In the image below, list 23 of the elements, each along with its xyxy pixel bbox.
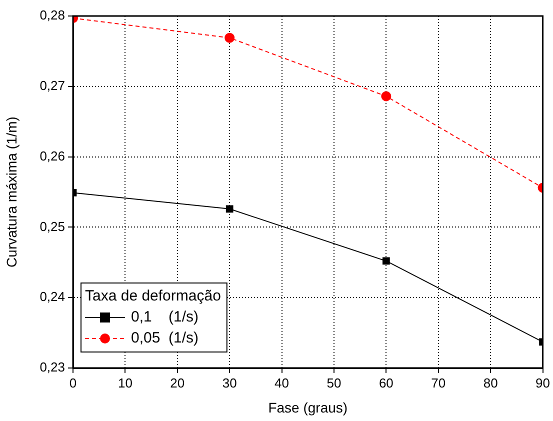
y-tick-label: 0,26	[40, 148, 65, 164]
x-tick-label: 60	[378, 375, 394, 390]
point	[224, 32, 235, 43]
legend-title: Taxa de deformação	[85, 288, 221, 305]
y-tick-label: 0,27	[40, 78, 65, 93]
legend-label: 0,05 (1/s)	[131, 330, 199, 347]
x-tick-label: 0	[69, 375, 77, 390]
y-tick-label: 0,25	[40, 218, 65, 234]
x-tick-label: 90	[536, 375, 550, 390]
x-tick-label: 10	[118, 375, 132, 390]
y-tick-label: 0,23	[40, 360, 65, 375]
y-tick-label: 0,24	[40, 289, 65, 304]
x-tick-label: 50	[326, 375, 342, 390]
x-tick-label: 40	[274, 375, 290, 390]
y-tick-label: 0,28	[40, 8, 65, 23]
x-axis-title: Fase (graus)	[268, 399, 348, 416]
legend-label: 0,1 (1/s)	[131, 308, 199, 326]
x-tick-label: 20	[170, 375, 185, 390]
x-tick-label: 70	[431, 375, 446, 390]
x-tick-label: 80	[483, 375, 498, 390]
y-axis-title: Curvatura máxima (1/m)	[3, 116, 20, 268]
x-tick-label: 30	[222, 375, 237, 390]
point	[381, 91, 392, 102]
